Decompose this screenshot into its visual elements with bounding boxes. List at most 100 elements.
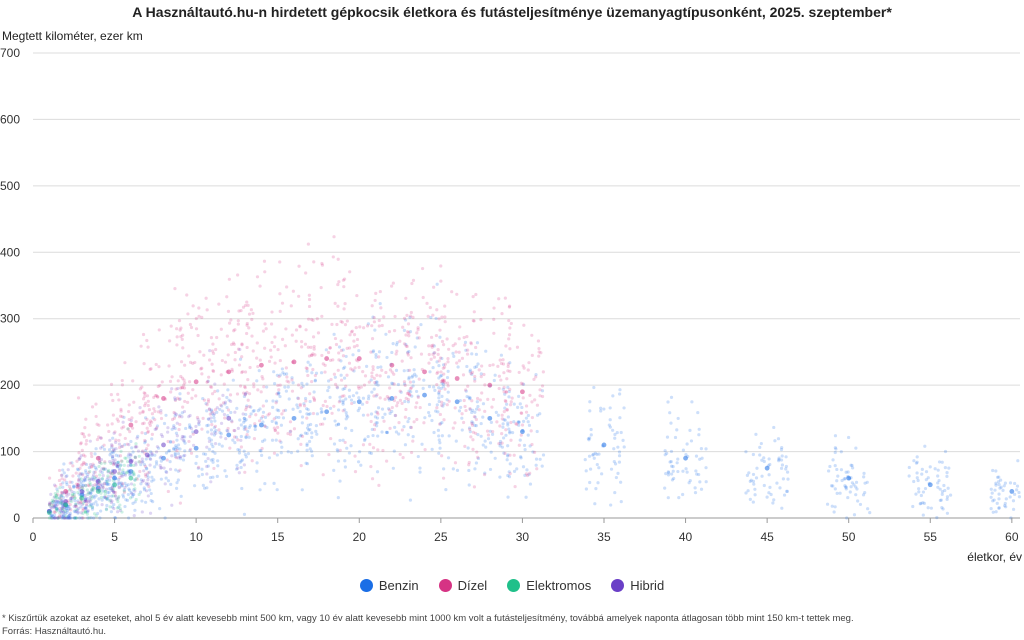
point-cloud-benzin bbox=[844, 485, 848, 489]
point-cloud-benzin bbox=[591, 452, 596, 456]
point-cloud-dízel bbox=[332, 404, 336, 408]
point-cloud-elektromos bbox=[85, 488, 89, 492]
point-cloud-dízel bbox=[429, 335, 434, 339]
point-cloud-dízel bbox=[101, 485, 105, 489]
point-cloud-dízel bbox=[291, 289, 295, 293]
x-tick-label: 10 bbox=[189, 530, 203, 544]
point-cloud-benzin bbox=[498, 444, 502, 448]
point-cloud-benzin bbox=[178, 457, 183, 461]
point-cloud-benzin bbox=[669, 421, 673, 425]
point-cloud-benzin bbox=[418, 466, 422, 470]
point-cloud-dízel bbox=[211, 369, 216, 373]
point-cloud-benzin bbox=[617, 450, 622, 454]
point-cloud-benzin bbox=[308, 412, 312, 416]
point-cloud-benzin bbox=[252, 408, 256, 413]
point-cloud-benzin bbox=[786, 477, 790, 481]
point-cloud-benzin bbox=[209, 419, 213, 424]
point-cloud-dízel bbox=[370, 374, 374, 379]
point-cloud-benzin bbox=[460, 416, 464, 420]
point-cloud-benzin bbox=[473, 410, 477, 414]
data-point-dízel-8 bbox=[324, 356, 330, 361]
point-cloud-dízel bbox=[473, 379, 477, 383]
point-cloud-dízel bbox=[537, 350, 541, 354]
point-cloud-benzin bbox=[403, 318, 408, 322]
point-cloud-dízel bbox=[505, 408, 509, 412]
point-cloud-benzin bbox=[107, 490, 111, 494]
point-cloud-benzin bbox=[849, 485, 853, 489]
point-cloud-hibrid bbox=[65, 516, 69, 520]
point-cloud-benzin bbox=[231, 378, 235, 382]
point-cloud-benzin bbox=[384, 430, 389, 434]
point-cloud-dízel bbox=[406, 322, 411, 326]
point-cloud-benzin bbox=[479, 421, 483, 426]
point-cloud-dízel bbox=[185, 293, 189, 297]
point-cloud-benzin bbox=[615, 430, 619, 435]
point-cloud-hibrid bbox=[52, 499, 56, 503]
point-cloud-benzin bbox=[430, 447, 434, 451]
point-cloud-dízel bbox=[127, 417, 131, 422]
point-cloud-benzin bbox=[112, 503, 116, 507]
point-cloud-benzin bbox=[296, 406, 300, 410]
point-cloud-benzin bbox=[148, 488, 152, 492]
point-cloud-benzin bbox=[375, 416, 380, 420]
point-cloud-benzin bbox=[835, 479, 839, 483]
point-cloud-hibrid bbox=[181, 435, 185, 439]
point-cloud-benzin bbox=[613, 436, 617, 440]
point-cloud-benzin bbox=[281, 371, 285, 375]
point-cloud-dízel bbox=[276, 431, 280, 435]
point-cloud-benzin bbox=[665, 451, 669, 456]
legend-item-elektromos[interactable]: Elektromos bbox=[507, 578, 591, 593]
point-cloud-dízel bbox=[152, 407, 156, 411]
legend-item-benzin[interactable]: Benzin bbox=[359, 578, 419, 593]
point-cloud-dízel bbox=[110, 444, 114, 448]
point-cloud-benzin bbox=[310, 435, 314, 439]
point-cloud-benzin bbox=[208, 476, 213, 480]
point-cloud-benzin bbox=[122, 415, 126, 419]
point-cloud-dízel bbox=[213, 389, 217, 394]
point-cloud-hibrid bbox=[212, 412, 216, 416]
point-cloud-dízel bbox=[245, 331, 249, 336]
point-cloud-hibrid bbox=[85, 499, 89, 503]
point-cloud-hibrid bbox=[112, 490, 116, 494]
point-cloud-dízel bbox=[76, 478, 81, 482]
point-cloud-benzin bbox=[376, 406, 381, 410]
point-cloud-benzin bbox=[338, 438, 342, 443]
point-cloud-benzin bbox=[362, 438, 367, 442]
point-cloud-benzin bbox=[699, 487, 704, 491]
data-point-dízel-3 bbox=[161, 396, 166, 401]
point-cloud-dízel bbox=[463, 404, 467, 409]
point-cloud-benzin bbox=[143, 449, 148, 453]
point-cloud-dízel bbox=[530, 333, 534, 337]
point-cloud-benzin bbox=[60, 494, 64, 498]
point-cloud-dízel bbox=[287, 380, 291, 384]
point-cloud-dízel bbox=[236, 347, 241, 351]
point-cloud-dízel bbox=[337, 358, 341, 362]
point-cloud-benzin bbox=[520, 405, 524, 410]
legend-item-dizel[interactable]: Dízel bbox=[438, 578, 487, 593]
legend-item-hibrid[interactable]: Hibrid bbox=[611, 578, 664, 593]
point-cloud-dízel bbox=[159, 411, 163, 415]
point-cloud-benzin bbox=[760, 474, 764, 478]
point-cloud-benzin bbox=[588, 436, 592, 440]
point-cloud-dízel bbox=[306, 345, 310, 349]
point-cloud-dízel bbox=[170, 375, 174, 379]
point-cloud-benzin bbox=[291, 381, 295, 385]
point-cloud-elektromos bbox=[91, 488, 95, 492]
point-cloud-hibrid bbox=[54, 504, 58, 508]
point-cloud-dízel bbox=[55, 493, 60, 497]
point-cloud-dízel bbox=[297, 264, 301, 268]
point-cloud-benzin bbox=[776, 437, 781, 441]
point-cloud-dízel bbox=[115, 417, 119, 421]
point-cloud-dízel bbox=[118, 414, 123, 418]
point-cloud-benzin bbox=[263, 424, 267, 428]
point-cloud-dízel bbox=[359, 385, 363, 389]
point-cloud-benzin bbox=[935, 516, 939, 520]
data-point-elektromos-4 bbox=[112, 482, 117, 488]
point-cloud-benzin bbox=[349, 444, 353, 448]
point-cloud-benzin bbox=[254, 424, 258, 428]
point-cloud-dízel bbox=[133, 455, 138, 460]
point-cloud-benzin bbox=[89, 503, 93, 507]
point-cloud-benzin bbox=[366, 397, 371, 401]
point-cloud-benzin bbox=[181, 458, 186, 462]
point-cloud-benzin bbox=[460, 428, 464, 432]
